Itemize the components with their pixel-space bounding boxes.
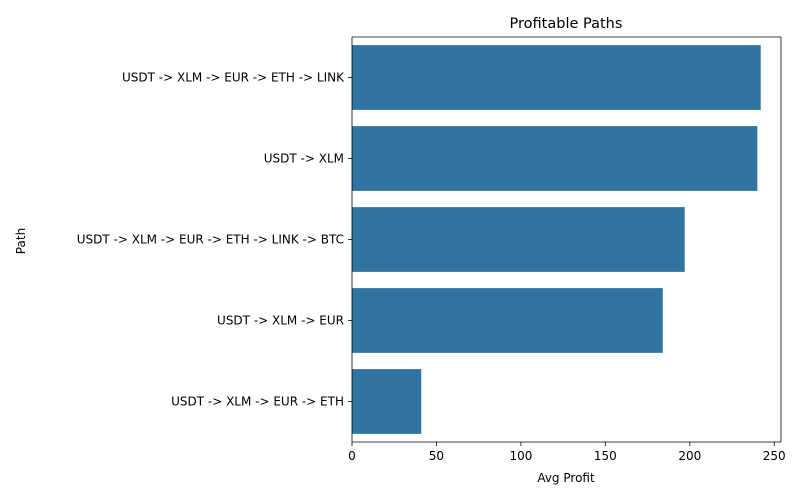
bar-1 [352,126,758,191]
y-tick-label: USDT -> XLM [264,152,344,166]
y-tick-label: USDT -> XLM -> EUR -> ETH [171,395,344,409]
y-tick-label: USDT -> XLM -> EUR -> ETH -> LINK [122,71,345,85]
bar-2 [352,207,685,272]
x-axis-title: Avg Profit [537,471,595,485]
y-tick-label: USDT -> XLM -> EUR -> ETH -> LINK -> BTC [77,233,344,247]
x-tick-label: 250 [763,449,786,463]
bar-3 [352,288,663,353]
y-tick-label: USDT -> XLM -> EUR [217,314,344,328]
x-tick-label: 0 [348,449,356,463]
x-tick-label: 200 [678,449,701,463]
bars [352,45,761,434]
x-tick-label: 100 [509,449,532,463]
bar-0 [352,45,761,110]
y-axis-ticks: USDT -> XLM -> EUR -> ETH -> LINK USDT ->… [77,71,352,409]
x-tick-label: 50 [429,449,444,463]
x-axis-ticks: 0 50 100 150 200 250 [348,442,786,463]
plot-frame [351,36,782,443]
bar-4 [352,369,422,434]
x-tick-label: 150 [594,449,617,463]
y-axis-title: Path [14,228,28,254]
chart-title: Profitable Paths [510,16,623,32]
